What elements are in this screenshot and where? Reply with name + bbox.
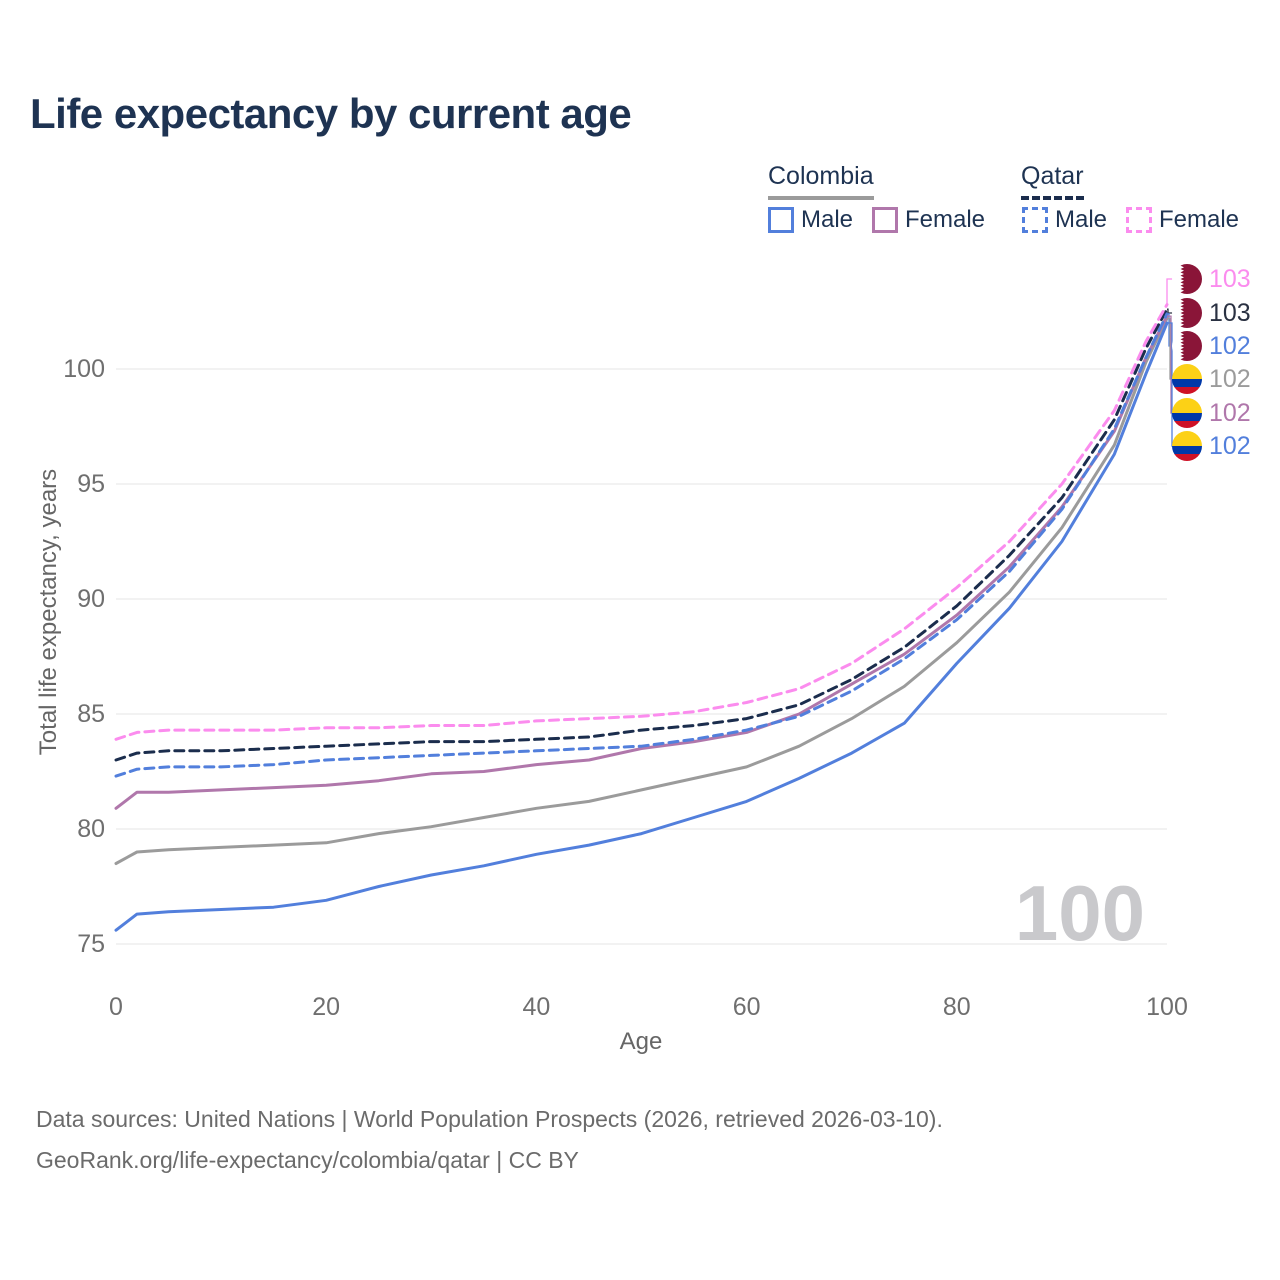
legend-item-label: Female (1159, 206, 1240, 233)
age-watermark: 100 (1014, 869, 1145, 957)
series-line-colombia (114, 316, 1169, 865)
colombia-flag-icon (1172, 431, 1202, 461)
end-label-value: 103 (1209, 264, 1251, 293)
x-tick-label: 40 (522, 993, 551, 1021)
end-label-row-colombia-female: 102 (1172, 398, 1251, 428)
end-label-row-colombia: 102 (1172, 364, 1251, 394)
x-tick-label: 60 (732, 993, 761, 1021)
qatar-male-swatch (1022, 207, 1048, 233)
y-tick-label: 75 (77, 930, 105, 958)
qatar-flag-icon (1172, 331, 1202, 361)
colombia-flag-icon (1172, 364, 1202, 394)
colombia-male-swatch (768, 207, 794, 233)
legend-item-label: Female (905, 206, 986, 233)
footer-attribution: GeoRank.org/life-expectancy/colombia/qat… (36, 1147, 579, 1173)
x-tick-label: 20 (312, 993, 341, 1021)
qatar-flag-icon (1172, 298, 1202, 328)
legend-item-qatar-female[interactable]: Female (1126, 206, 1239, 234)
qatar-flag-icon (1172, 264, 1202, 294)
x-tick-label: 100 (1146, 993, 1188, 1021)
series-line-qatar-male (114, 312, 1169, 778)
legend-group-qatar[interactable]: Qatar (1021, 162, 1084, 200)
colombia-flag-icon (1172, 398, 1202, 428)
end-label-row-colombia-male: 102 (1172, 431, 1251, 461)
y-tick-label: 80 (77, 815, 105, 843)
y-tick-label: 90 (77, 585, 105, 613)
legend-item-colombia-female[interactable]: Female (872, 206, 985, 234)
y-tick-label: 95 (77, 470, 105, 498)
series-line-qatar (114, 307, 1169, 762)
legend-item-qatar-male[interactable]: Male (1022, 206, 1107, 234)
x-axis-title: Age (619, 1028, 663, 1055)
footer-data-sources: Data sources: United Nations | World Pop… (36, 1106, 943, 1132)
legend-group-colombia[interactable]: Colombia (768, 162, 874, 200)
qatar-female-swatch (1126, 207, 1152, 233)
end-label-connector (1167, 308, 1175, 314)
legend-item-label: Male (801, 206, 854, 233)
y-tick-label: 85 (77, 700, 105, 728)
page-title: Life expectancy by current age (30, 90, 632, 137)
x-tick-label: 0 (109, 993, 123, 1021)
end-label-value: 103 (1209, 298, 1251, 327)
y-tick-label: 100 (63, 355, 105, 383)
end-label-value: 102 (1209, 431, 1251, 460)
end-label-value: 102 (1209, 364, 1251, 393)
end-label-row-qatar-male: 102 (1172, 331, 1251, 361)
end-label-row-qatar-female: 103 (1172, 264, 1251, 294)
legend-item-label: Male (1055, 206, 1108, 233)
series-line-colombia-female (114, 314, 1169, 810)
end-label-row-qatar: 103 (1172, 298, 1251, 328)
end-label-value: 102 (1209, 331, 1251, 360)
series-line-colombia-male (114, 321, 1169, 932)
end-label-value: 102 (1209, 398, 1251, 427)
series-line-qatar-female (114, 303, 1169, 741)
legend-item-colombia-male[interactable]: Male (768, 206, 853, 234)
colombia-female-swatch (872, 207, 898, 233)
x-tick-label: 80 (942, 993, 971, 1021)
